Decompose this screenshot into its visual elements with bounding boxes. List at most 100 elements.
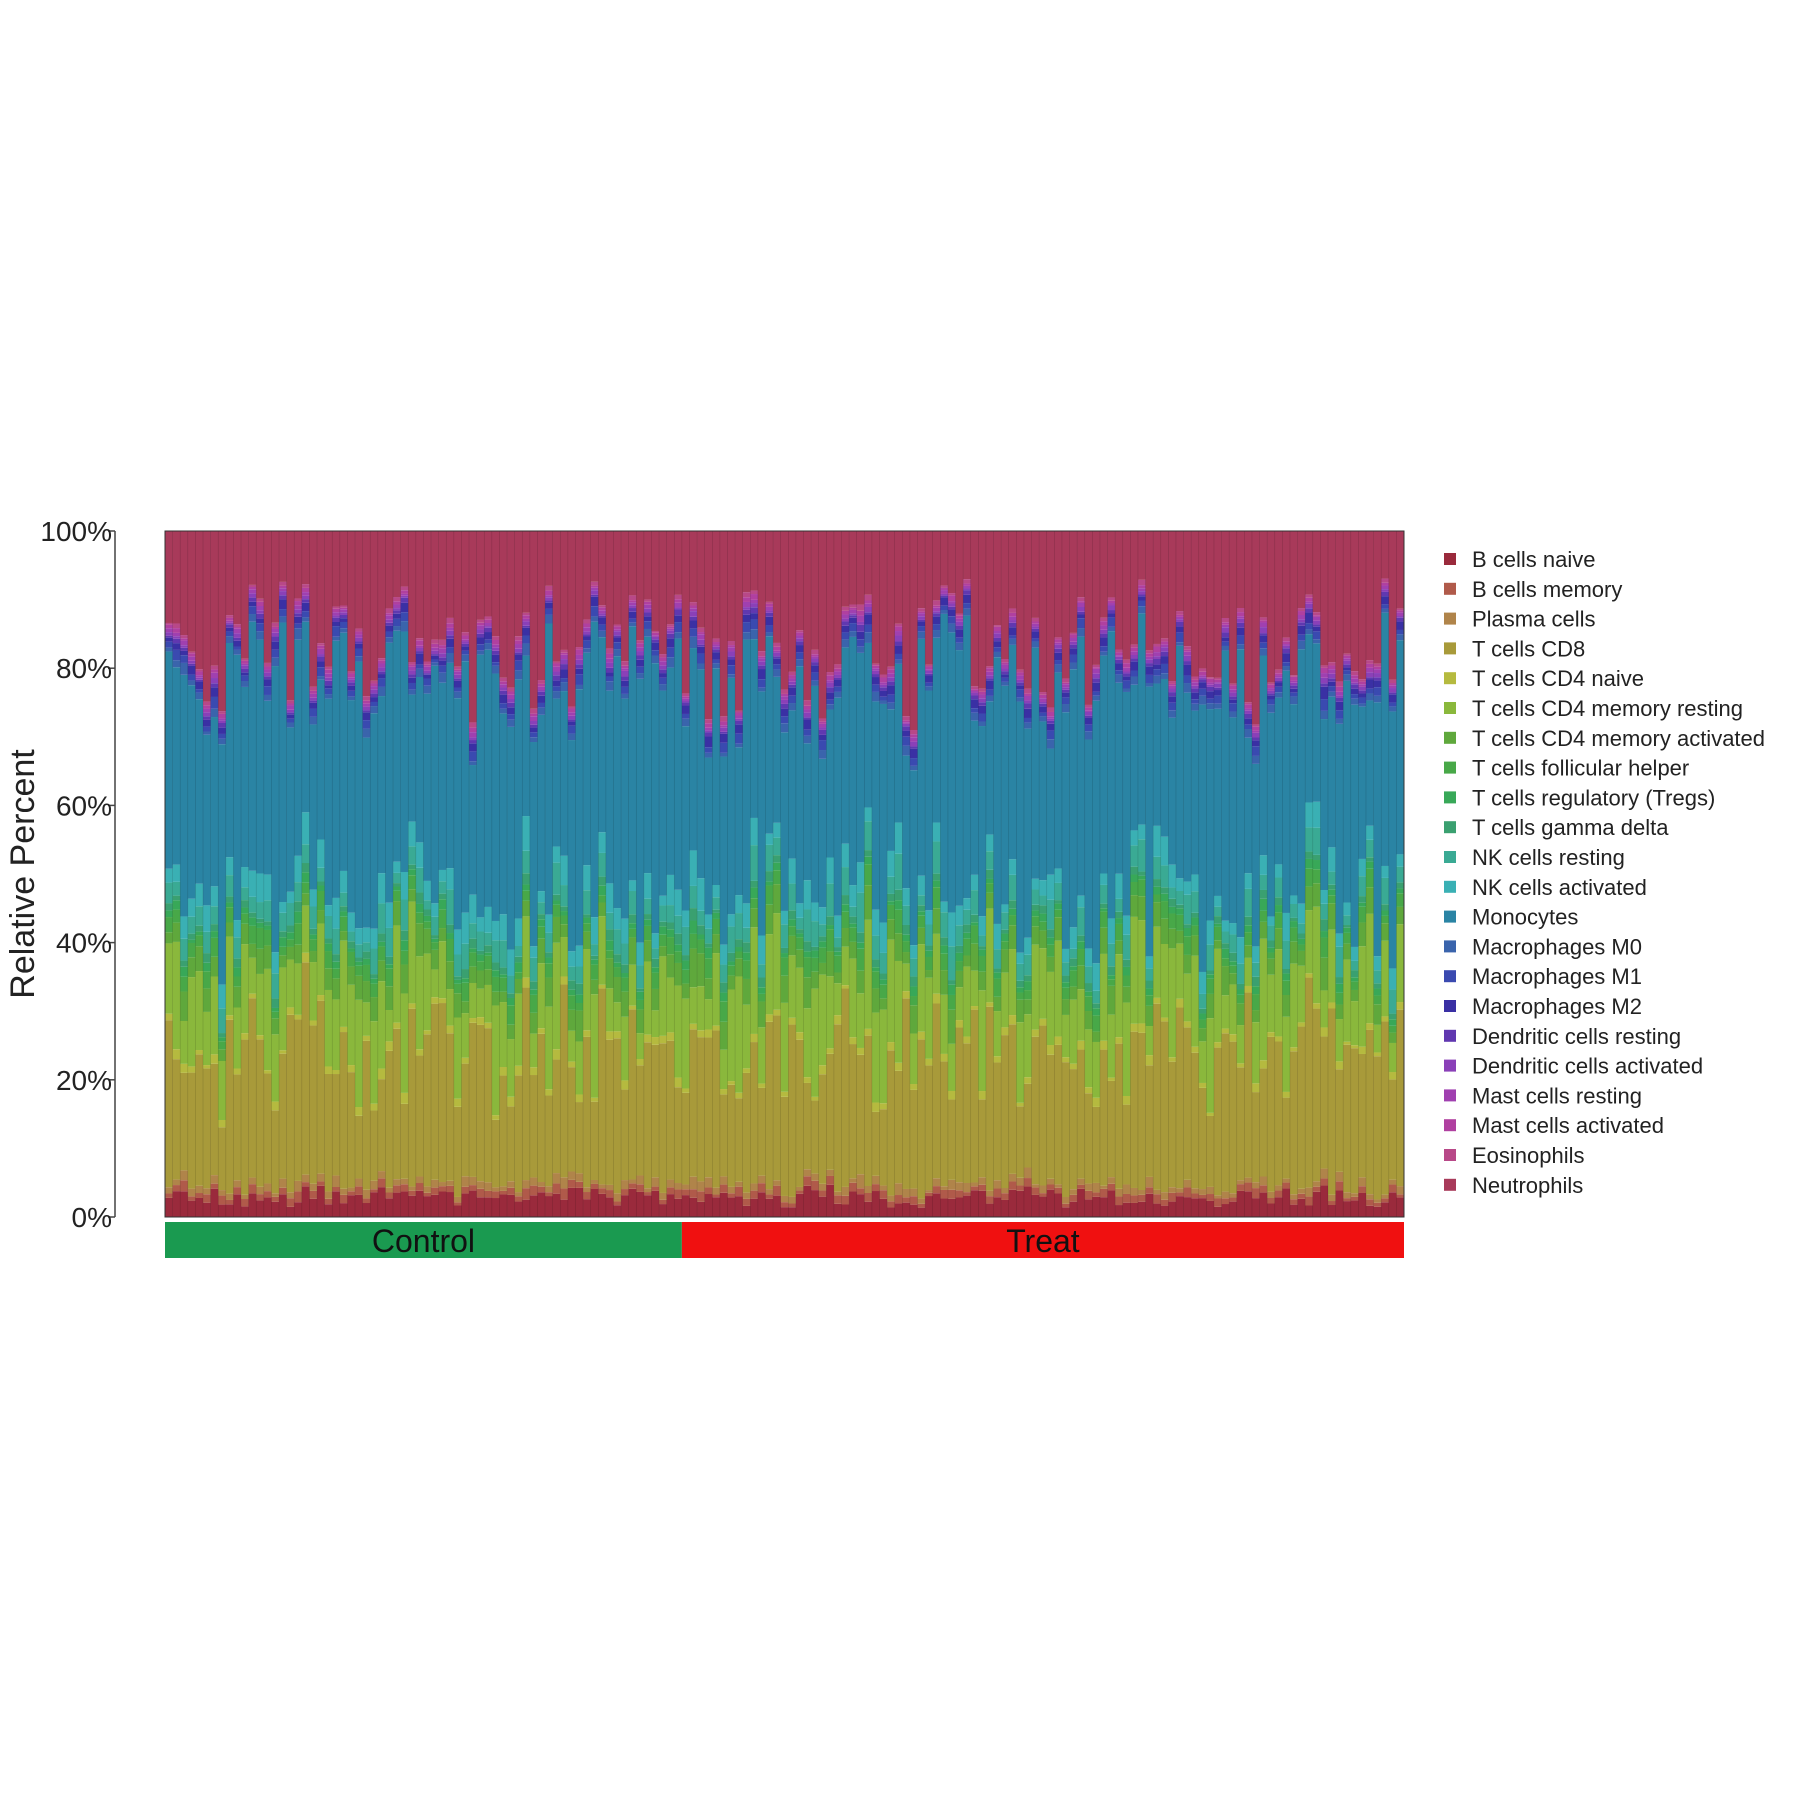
bar-segment [1046, 956, 1055, 972]
bar-segment [1312, 906, 1321, 1004]
bar-segment [370, 974, 379, 979]
bar-segment [309, 1025, 318, 1184]
bar-segment [1206, 703, 1215, 710]
bar-segment [294, 598, 303, 602]
bar-segment [803, 1176, 812, 1186]
bar-segment [545, 600, 553, 603]
bar-segment [788, 687, 797, 696]
bar-segment [165, 632, 173, 636]
bar-segment [811, 1096, 819, 1101]
bar-segment [1365, 688, 1374, 694]
bar-segment [598, 895, 607, 903]
bar-segment [431, 655, 439, 660]
bar-segment [522, 615, 531, 619]
bar-segment [1160, 651, 1169, 657]
bar-segment [765, 844, 774, 872]
bar-segment [681, 1088, 690, 1093]
bar-segment [400, 930, 409, 941]
bar-segment [1137, 1194, 1146, 1202]
bar-segment [453, 671, 462, 675]
bar-segment [233, 920, 242, 938]
bar-segment [423, 670, 432, 674]
bar-segment [1358, 693, 1367, 698]
bar-segment [1046, 739, 1055, 749]
bar-segment [1320, 931, 1329, 938]
bar-segment [453, 531, 462, 667]
bar-segment [1175, 998, 1184, 1008]
bar-segment [970, 695, 979, 700]
bar-segment [811, 957, 819, 972]
bar-segment [1229, 1034, 1238, 1042]
bar-segment [963, 615, 972, 899]
bar-segment [286, 1014, 295, 1193]
bar-segment [628, 928, 637, 938]
bar-segment [1259, 921, 1268, 939]
bar-segment [1039, 1018, 1048, 1026]
bar-segment [666, 922, 675, 930]
bar-segment [560, 915, 569, 925]
bar-segment [256, 610, 265, 614]
bar-segment [233, 633, 242, 638]
bar-segment [347, 690, 356, 697]
bar-segment [324, 698, 333, 906]
bar-segment [453, 983, 462, 994]
bar-segment [1153, 997, 1162, 1004]
bar-segment [469, 894, 477, 924]
bar-segment [1107, 918, 1116, 944]
bar-segment [666, 874, 675, 906]
bar-segment [909, 996, 918, 1006]
bar-segment [1396, 1197, 1405, 1217]
bar-segment [841, 618, 850, 622]
bar-segment [795, 929, 804, 934]
bar-segment [286, 939, 295, 947]
bar-segment [780, 696, 789, 700]
bar-segment [172, 864, 181, 882]
bar-segment [909, 1084, 918, 1090]
bar-segment [1206, 974, 1215, 979]
bar-segment [461, 650, 470, 655]
bar-segment [636, 531, 645, 641]
bar-segment [833, 686, 842, 692]
bar-segment [1130, 670, 1139, 677]
bar-segment [545, 1186, 553, 1193]
bar-segment [917, 1207, 926, 1217]
bar-segment [423, 921, 432, 929]
bar-segment [849, 927, 858, 942]
bar-segment [712, 531, 721, 639]
bar-segment [1229, 699, 1238, 704]
bar-segment [431, 942, 439, 950]
bar-segment [317, 645, 325, 649]
bar-segment [393, 886, 401, 891]
bar-segment [1289, 675, 1298, 677]
bar-segment [172, 628, 181, 633]
bar-segment [195, 971, 204, 1051]
bar-segment [279, 967, 287, 1051]
bar-segment [636, 965, 645, 989]
bar-segment [613, 962, 622, 968]
bar-segment [499, 991, 508, 1003]
bar-segment [1312, 869, 1321, 884]
bar-segment [225, 636, 234, 643]
bar-segment [833, 915, 842, 938]
bar-segment [461, 531, 470, 633]
bar-segment [856, 862, 865, 893]
bar-segment [491, 1198, 500, 1217]
bar-segment [826, 916, 835, 926]
bar-segment [233, 937, 242, 959]
bar-segment [1221, 920, 1230, 932]
bar-segment [1259, 910, 1268, 922]
bar-segment [1039, 913, 1048, 922]
bar-segment [963, 590, 972, 595]
bar-segment [636, 1033, 645, 1059]
bar-segment [659, 677, 667, 685]
bar-segment [1016, 980, 1025, 988]
bar-segment [1046, 748, 1055, 875]
bar-segment [909, 741, 918, 747]
bar-segment [1327, 691, 1336, 697]
bar-segment [491, 650, 500, 655]
bar-segment [1023, 1014, 1032, 1078]
bar-segment [659, 654, 667, 658]
bars-layer [164, 530, 1405, 1218]
bar-segment [947, 994, 956, 1010]
bar-segment [491, 1005, 500, 1116]
